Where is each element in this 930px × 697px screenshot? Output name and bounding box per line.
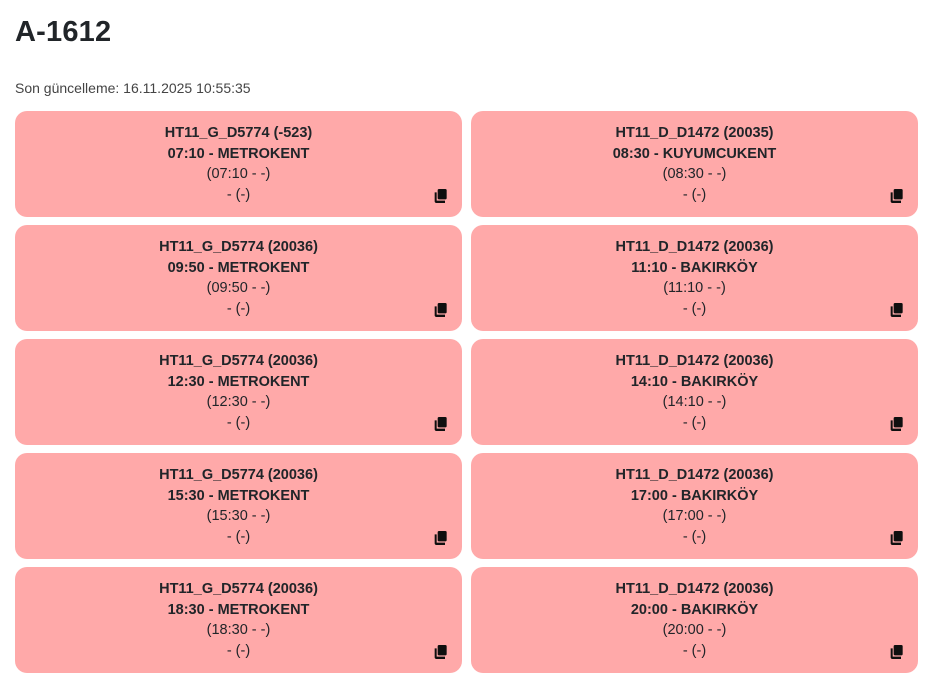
copy-button[interactable]: [430, 642, 450, 662]
trip-departure: 14:10 - BAKIRKÖY: [630, 373, 759, 390]
last-updated-label: Son güncelleme: 16.11.2025 10:55:35: [15, 80, 251, 97]
trip-id: HT11_D_D1472 (20036): [615, 467, 774, 484]
trip-planned-times: (18:30 - -): [206, 622, 271, 639]
trip-id: HT11_D_D1472 (20035): [615, 125, 774, 142]
trip-actual-times: - (-): [682, 528, 707, 545]
trip-planned-times: (11:10 - -): [663, 280, 726, 297]
copy-button[interactable]: [886, 186, 906, 206]
trip-card: HT11_D_D1472 (20035) 08:30 - KUYUMCUKENT…: [471, 111, 918, 218]
trip-id: HT11_G_D5774 (20036): [159, 239, 318, 256]
copy-icon: [434, 189, 447, 204]
trip-departure: 11:10 - BAKIRKÖY: [631, 259, 758, 276]
copy-icon: [890, 417, 903, 432]
copy-icon: [890, 303, 903, 318]
copy-icon: [890, 645, 903, 660]
trip-card: HT11_G_D5774 (20036) 15:30 - METROKENT (…: [15, 453, 462, 560]
trip-actual-times: - (-): [226, 642, 251, 659]
trip-actual-times: - (-): [682, 414, 707, 431]
trip-planned-times: (15:30 - -): [206, 508, 271, 525]
trip-card: HT11_D_D1472 (20036) 11:10 - BAKIRKÖY (1…: [471, 225, 918, 332]
copy-button[interactable]: [886, 414, 906, 434]
trip-planned-times: (20:00 - -): [662, 622, 727, 639]
trip-departure: 15:30 - METROKENT: [167, 487, 310, 504]
trip-planned-times: (12:30 - -): [206, 394, 271, 411]
trip-id: HT11_G_D5774 (20036): [159, 581, 318, 598]
trip-planned-times: (08:30 - -): [662, 166, 727, 183]
copy-icon: [434, 303, 447, 318]
trip-departure: 07:10 - METROKENT: [167, 145, 310, 162]
trip-departure: 18:30 - METROKENT: [167, 601, 310, 618]
trip-planned-times: (09:50 - -): [206, 280, 271, 297]
copy-button[interactable]: [886, 642, 906, 662]
trip-actual-times: - (-): [226, 414, 251, 431]
trips-grid: HT11_G_D5774 (-523) 07:10 - METROKENT (0…: [15, 111, 918, 674]
page-title: A-1612: [15, 16, 112, 48]
trip-id: HT11_D_D1472 (20036): [615, 353, 774, 370]
trip-departure: 09:50 - METROKENT: [167, 259, 310, 276]
copy-icon: [434, 417, 447, 432]
trip-actual-times: - (-): [226, 300, 251, 317]
trip-id: HT11_G_D5774 (20036): [159, 353, 318, 370]
copy-button[interactable]: [886, 528, 906, 548]
trip-planned-times: (14:10 - -): [662, 394, 727, 411]
trip-actual-times: - (-): [682, 186, 707, 203]
copy-button[interactable]: [430, 528, 450, 548]
trip-departure: 08:30 - KUYUMCUKENT: [612, 145, 777, 162]
trip-card: HT11_G_D5774 (20036) 18:30 - METROKENT (…: [15, 567, 462, 674]
trip-card: HT11_G_D5774 (20036) 09:50 - METROKENT (…: [15, 225, 462, 332]
copy-icon: [434, 645, 447, 660]
trip-id: HT11_D_D1472 (20036): [615, 239, 774, 256]
copy-icon: [434, 531, 447, 546]
trip-departure: 12:30 - METROKENT: [167, 373, 310, 390]
copy-icon: [890, 531, 903, 546]
trip-departure: 20:00 - BAKIRKÖY: [630, 601, 759, 618]
copy-button[interactable]: [430, 300, 450, 320]
trip-planned-times: (07:10 - -): [206, 166, 271, 183]
trip-card: HT11_D_D1472 (20036) 14:10 - BAKIRKÖY (1…: [471, 339, 918, 446]
trip-actual-times: - (-): [682, 642, 707, 659]
trip-card: HT11_G_D5774 (-523) 07:10 - METROKENT (0…: [15, 111, 462, 218]
trip-planned-times: (17:00 - -): [662, 508, 727, 525]
trip-card: HT11_D_D1472 (20036) 17:00 - BAKIRKÖY (1…: [471, 453, 918, 560]
trip-card: HT11_D_D1472 (20036) 20:00 - BAKIRKÖY (2…: [471, 567, 918, 674]
copy-icon: [890, 189, 903, 204]
trip-id: HT11_G_D5774 (20036): [159, 467, 318, 484]
copy-button[interactable]: [886, 300, 906, 320]
copy-button[interactable]: [430, 186, 450, 206]
trip-actual-times: - (-): [226, 528, 251, 545]
trip-actual-times: - (-): [682, 300, 707, 317]
trip-id: HT11_D_D1472 (20036): [615, 581, 774, 598]
trip-actual-times: - (-): [226, 186, 251, 203]
copy-button[interactable]: [430, 414, 450, 434]
trip-id: HT11_G_D5774 (-523): [164, 125, 313, 142]
trip-card: HT11_G_D5774 (20036) 12:30 - METROKENT (…: [15, 339, 462, 446]
trip-departure: 17:00 - BAKIRKÖY: [630, 487, 759, 504]
